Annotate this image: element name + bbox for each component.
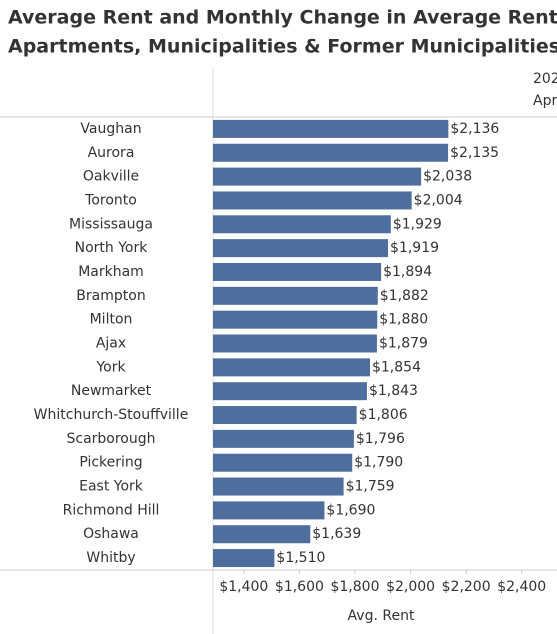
bar <box>213 525 311 544</box>
value-label: $1,894 <box>383 264 432 280</box>
bar <box>213 549 275 568</box>
y-tick-label: Milton <box>90 312 133 328</box>
value-label: $1,882 <box>380 288 429 304</box>
value-label: $2,004 <box>414 192 463 208</box>
bar <box>213 262 382 281</box>
y-tick-label: Pickering <box>79 455 142 471</box>
bar <box>213 406 357 425</box>
value-label: $1,843 <box>369 383 418 399</box>
bar <box>213 501 325 520</box>
bar <box>213 310 378 329</box>
y-tick-label: Newmarket <box>71 383 152 399</box>
y-tick-label: Markham <box>78 264 144 280</box>
y-tick-label: Oakville <box>83 169 139 185</box>
y-tick-label: Brampton <box>76 288 145 304</box>
bar <box>213 429 354 448</box>
value-label: $1,879 <box>379 336 428 352</box>
x-axis-title: Avg. Rent <box>348 608 415 624</box>
bar <box>213 453 353 472</box>
value-label: $1,790 <box>354 455 403 471</box>
y-tick-label: North York <box>75 240 149 256</box>
value-label: $1,639 <box>312 526 361 542</box>
chart-title: Apartments, Municipalities & Former Muni… <box>8 36 557 58</box>
value-label: $2,038 <box>423 169 472 185</box>
value-label: $1,510 <box>276 550 325 566</box>
value-label: $2,135 <box>450 145 499 161</box>
value-label: $1,854 <box>372 359 421 375</box>
y-tick-label: Mississauga <box>69 216 153 232</box>
x-tick-label: $2,400 <box>497 579 546 595</box>
value-label: $1,929 <box>393 216 442 232</box>
x-tick-label: $2,000 <box>386 579 435 595</box>
bar <box>213 286 378 305</box>
x-tick-label: $2,200 <box>442 579 491 595</box>
bar <box>213 215 391 234</box>
x-tick-label: $1,600 <box>275 579 324 595</box>
y-tick-label: Scarborough <box>66 431 155 447</box>
bar <box>213 477 344 496</box>
y-tick-label: East York <box>79 479 144 495</box>
value-label: $1,919 <box>390 240 439 256</box>
y-tick-label: Toronto <box>84 192 137 208</box>
column-header: Apr <box>533 93 557 109</box>
y-tick-label: York <box>95 359 126 375</box>
y-tick-label: Whitby <box>86 550 135 566</box>
x-tick-label: $1,400 <box>219 579 268 595</box>
bar <box>213 119 449 138</box>
bar <box>213 143 449 162</box>
value-label: $1,806 <box>359 407 408 423</box>
value-label: $1,880 <box>379 312 428 328</box>
x-tick-label: $1,800 <box>330 579 379 595</box>
bar <box>213 167 422 186</box>
chart-title: Average Rent and Monthly Change in Avera… <box>8 7 557 29</box>
value-label: $1,796 <box>356 431 405 447</box>
bar <box>213 382 367 401</box>
bar <box>213 239 389 258</box>
y-tick-label: Richmond Hill <box>63 502 160 518</box>
y-tick-label: Ajax <box>96 336 126 352</box>
bar <box>213 334 377 353</box>
bar <box>213 358 370 377</box>
column-header: 202 <box>533 71 557 87</box>
y-tick-label: Vaughan <box>80 121 141 137</box>
y-tick-label: Aurora <box>88 145 135 161</box>
value-label: $1,690 <box>326 502 375 518</box>
y-tick-label: Oshawa <box>83 526 139 542</box>
value-label: $2,136 <box>450 121 499 137</box>
bar <box>213 191 412 210</box>
value-label: $1,759 <box>346 479 395 495</box>
y-tick-label: Whitchurch-Stouffville <box>34 407 189 423</box>
